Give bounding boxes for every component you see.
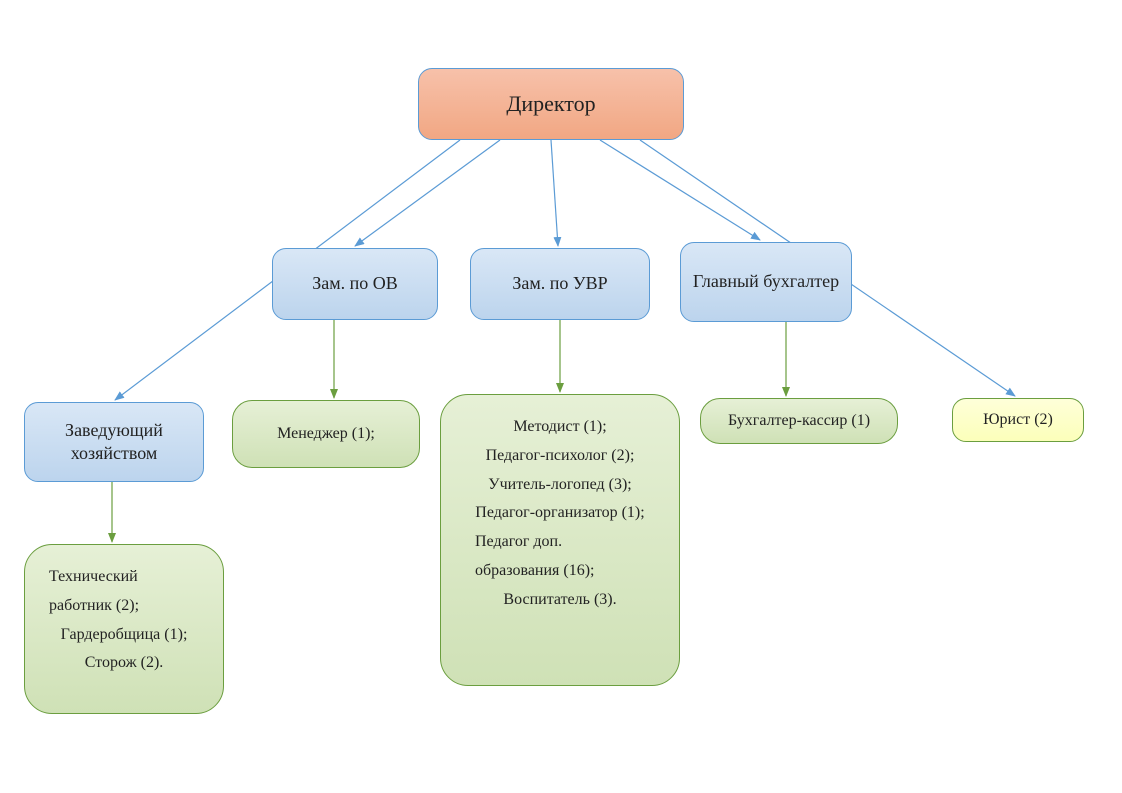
node-zam-uvr-label: Зам. по УВР [504,268,615,299]
node-buh-kassir: Бухгалтер-кассир (1) [700,398,898,444]
node-zav-hoz: Заведующий хозяйством [24,402,204,482]
node-glav-buh-label: Главный бухгалтер [685,266,847,297]
node-zam-ov: Зам. по ОВ [272,248,438,320]
list-item: Воспитатель (3). [503,586,616,615]
edge-director-zam_ov [355,140,500,246]
list-item: Методист (1); [513,413,606,442]
node-zam-uvr: Зам. по УВР [470,248,650,320]
node-zav-hoz-label: Заведующий хозяйством [25,415,203,470]
node-hoz-list: Технический работник (2); Гардеробщица (… [24,544,224,714]
node-director-label: Директор [498,86,603,123]
node-uvr-list: Методист (1); Педагог-психолог (2); Учит… [440,394,680,686]
list-item: Педагог-организатор (1); [475,499,644,528]
list-item: Сторож (2). [85,649,164,678]
node-glav-buh: Главный бухгалтер [680,242,852,322]
edge-director-glav_buh [600,140,760,240]
node-zam-ov-label: Зам. по ОВ [304,268,406,299]
node-director: Директор [418,68,684,140]
list-item: Педагог доп. образования (16); [475,528,645,586]
node-yurist-label: Юрист (2) [975,406,1061,435]
node-buh-kassir-label: Бухгалтер-кассир (1) [720,407,878,436]
org-chart: Директор Зам. по ОВ Зам. по УВР Главный … [0,0,1122,793]
list-item: Педагог-психолог (2); [486,442,635,471]
node-manager-label: Менеджер (1); [269,420,383,449]
node-yurist: Юрист (2) [952,398,1084,442]
list-item: Гардеробщица (1); [61,621,188,650]
node-manager: Менеджер (1); [232,400,420,468]
list-item: Технический работник (2); [49,563,199,621]
list-item: Учитель-логопед (3); [488,471,631,500]
edge-director-zam_uvr [551,140,558,246]
